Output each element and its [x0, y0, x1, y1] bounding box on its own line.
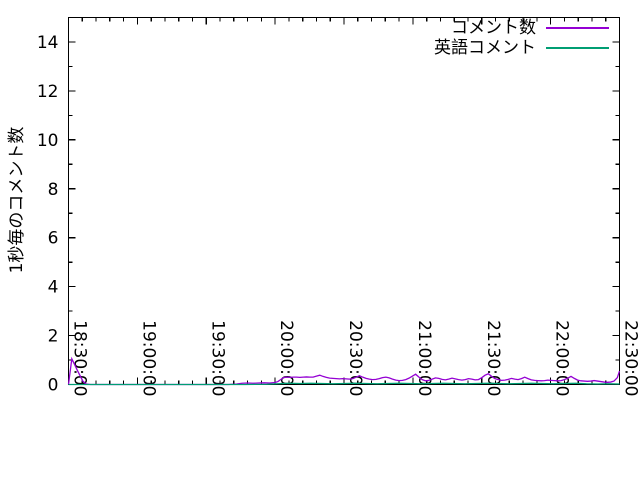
y-tick-label: 12	[37, 82, 59, 102]
x-tick-label: 20:00:00	[276, 320, 296, 396]
y-tick-label: 2	[48, 327, 59, 347]
y-tick-label: 8	[48, 180, 59, 200]
y-tick-label: 6	[48, 229, 59, 249]
y-axis-tick-labels: 0 2 4 6 8 10 12 14	[37, 33, 59, 396]
y-axis-title: 1秒毎のコメント数	[7, 127, 27, 274]
legend-label-1: コメント数	[451, 18, 536, 38]
y-tick-label: 14	[37, 33, 59, 53]
y-tick-label: 0	[48, 376, 59, 396]
data-series-group	[67, 356, 621, 386]
legend-label-2: 英語コメント	[434, 38, 536, 58]
x-tick-label: 19:30:00	[207, 320, 227, 396]
x-tick-label: 22:00:00	[552, 320, 572, 396]
y-axis-label: 1秒毎のコメント数	[7, 127, 27, 274]
series-line-2	[68, 382, 620, 386]
x-axis-tick-labels: 18:30:00 19:00:00 19:30:00 20:00:00 20:30:00…	[70, 320, 640, 396]
y-tick-label: 10	[37, 131, 59, 151]
x-tick-label: 19:00:00	[138, 320, 158, 396]
x-tick-label: 21:30:00	[483, 320, 503, 396]
x-tick-label: 18:30:00	[70, 320, 90, 396]
x-tick-label: 21:00:00	[414, 320, 434, 396]
y-tick-label: 4	[48, 278, 59, 298]
y-axis-ticks	[68, 16, 620, 386]
series-line-1	[67, 356, 621, 386]
x-tick-label: 20:30:00	[345, 320, 365, 396]
x-tick-label: 22:30:00	[621, 320, 640, 396]
